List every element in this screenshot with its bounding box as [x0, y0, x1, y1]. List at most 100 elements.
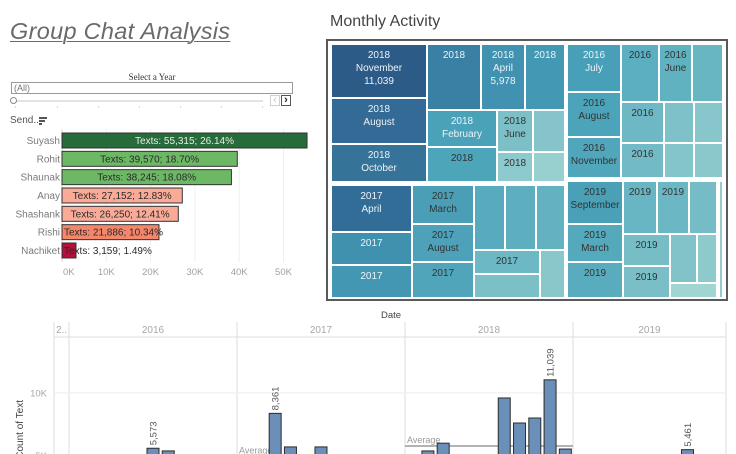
treemap-tile[interactable]: [694, 143, 723, 178]
treemap-tile[interactable]: 2016 November: [567, 137, 621, 178]
sort-descending-icon[interactable]: [39, 117, 47, 125]
sender-axis-header[interactable]: Send..: [10, 115, 39, 126]
treemap-tile[interactable]: 2018 November 11,039: [331, 44, 427, 98]
average-reference-label: Average: [239, 446, 272, 454]
treemap-tile[interactable]: [533, 152, 565, 182]
tile-year-label: 2019: [583, 268, 607, 279]
treemap-tile[interactable]: 2019 March: [567, 224, 623, 262]
sender-bar-data-label: Texts: 21,886; 10.34%: [64, 228, 163, 239]
month-bar[interactable]: [436, 442, 450, 454]
tile-year-label: 2018: [450, 153, 474, 164]
monthly-activity-treemap: 2018 November 11,039 2018 August 2018 October 2…: [326, 39, 728, 301]
treemap-tile[interactable]: 2018 April 5,978: [481, 44, 525, 110]
month-bar[interactable]: [513, 422, 527, 454]
month-bar[interactable]: [314, 446, 328, 454]
treemap-tile[interactable]: 2019: [623, 181, 657, 234]
treemap-tile[interactable]: 2018 October: [331, 144, 427, 182]
bar-value-label: 5,461: [683, 423, 694, 447]
treemap-tile[interactable]: 2016 August: [567, 92, 621, 137]
treemap-tile[interactable]: 2017: [474, 250, 540, 274]
slider-tick: [262, 106, 263, 108]
treemap-tile[interactable]: 2017 March: [412, 185, 474, 224]
tile-year-label: 2018: [442, 50, 466, 61]
treemap-tile[interactable]: 2016: [621, 102, 664, 143]
treemap-tile[interactable]: [670, 234, 697, 283]
treemap-tile[interactable]: 2018: [427, 44, 481, 110]
month-bar[interactable]: [497, 397, 511, 454]
month-bar[interactable]: [146, 447, 160, 454]
sender-bar[interactable]: [61, 242, 77, 259]
treemap-tile[interactable]: [664, 102, 694, 143]
tile-month-label: April: [492, 63, 513, 74]
month-bar[interactable]: [681, 449, 695, 454]
year-slider-track[interactable]: [16, 100, 263, 102]
facet-header-2019[interactable]: 2019: [638, 325, 661, 336]
sender-bar[interactable]: [61, 169, 232, 186]
sender-bar-data-label: Texts: 55,315; 26.14%: [135, 136, 234, 147]
sender-bar[interactable]: [61, 205, 179, 222]
treemap-tile[interactable]: 2018: [497, 152, 533, 182]
treemap-tile[interactable]: [694, 102, 723, 143]
sender-bar[interactable]: [61, 150, 238, 167]
facet-header-2017[interactable]: 2017: [310, 325, 333, 336]
treemap-tile[interactable]: [474, 274, 540, 298]
sender-bar[interactable]: [61, 187, 183, 204]
treemap-tile[interactable]: [689, 181, 717, 234]
treemap-tile[interactable]: [692, 44, 723, 102]
y-tick-label: 10K: [30, 388, 48, 399]
treemap-tile[interactable]: 2016: [621, 143, 664, 178]
treemap-tile[interactable]: [719, 181, 723, 298]
treemap-tile[interactable]: [536, 185, 565, 250]
treemap-tile[interactable]: 2019 September: [567, 181, 623, 224]
month-bar[interactable]: [558, 448, 572, 454]
treemap-tile[interactable]: [474, 185, 505, 250]
treemap-tile[interactable]: [533, 110, 565, 152]
sender-bar[interactable]: [61, 224, 160, 241]
treemap-tile[interactable]: 2018: [427, 147, 497, 182]
year-slider-thumb[interactable]: [10, 97, 17, 104]
sender-bar[interactable]: [61, 132, 308, 149]
treemap-tile[interactable]: [697, 234, 717, 283]
treemap-tile[interactable]: 2016 June: [659, 44, 692, 102]
month-bar[interactable]: [421, 450, 435, 454]
facet-header-2018[interactable]: 2018: [478, 325, 501, 336]
month-bar[interactable]: [283, 446, 297, 454]
treemap-tile[interactable]: [505, 185, 536, 250]
facet-header-2016[interactable]: 2016: [142, 325, 165, 336]
treemap-tile[interactable]: [540, 250, 565, 298]
treemap-tile[interactable]: 2019: [567, 262, 623, 298]
month-bar[interactable]: [528, 417, 542, 454]
month-bar[interactable]: [161, 450, 175, 454]
tile-year-label: 2017: [360, 271, 383, 282]
treemap-tile[interactable]: 2017 April: [331, 185, 412, 232]
treemap-title: Monthly Activity: [330, 13, 441, 30]
treemap-tile[interactable]: 2019: [623, 234, 670, 266]
treemap-tile[interactable]: 2016 July: [567, 44, 621, 92]
treemap-tile[interactable]: 2017: [412, 262, 474, 298]
treemap-tile[interactable]: 2017: [331, 232, 412, 265]
treemap-tile[interactable]: [670, 283, 717, 298]
previous-year-button[interactable]: ‹: [270, 95, 280, 106]
x-tick-label: 20K: [142, 267, 160, 278]
date-column-header: Date: [381, 310, 401, 321]
treemap-tile[interactable]: 2017 August: [412, 224, 474, 262]
treemap-tile[interactable]: 2018 August: [331, 98, 427, 144]
treemap-tile[interactable]: 2017: [331, 265, 412, 298]
chevron-right-icon: ›: [284, 94, 288, 106]
treemap-tile[interactable]: 2019: [623, 266, 670, 298]
year-filter-dropdown[interactable]: (All): [11, 82, 293, 94]
tile-year-label: 2019: [635, 240, 658, 251]
month-bar[interactable]: [268, 412, 282, 454]
next-year-button[interactable]: ›: [281, 95, 291, 106]
treemap-tile[interactable]: [664, 143, 694, 178]
treemap-tile[interactable]: 2016: [621, 44, 659, 102]
treemap-tile[interactable]: 2018 June: [497, 110, 533, 152]
treemap-tile[interactable]: 2019: [657, 181, 689, 234]
tile-month-label: September: [570, 200, 620, 211]
tile-year-label: 2016: [628, 50, 652, 61]
month-bar[interactable]: [543, 379, 557, 454]
treemap-tile[interactable]: 2018: [525, 44, 565, 110]
x-tick-label: 0K: [63, 267, 75, 278]
treemap-tile[interactable]: 2018 February: [427, 110, 497, 147]
facet-header-2[interactable]: 2..: [56, 325, 67, 336]
